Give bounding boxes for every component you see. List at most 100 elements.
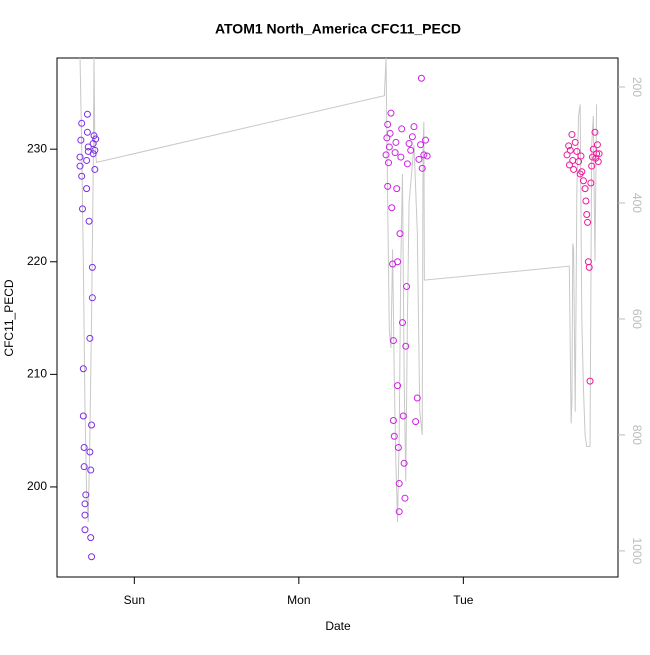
point (391, 149, 399, 157)
point (385, 143, 393, 151)
point (413, 394, 421, 402)
point (408, 133, 416, 141)
point (594, 158, 602, 166)
point (591, 128, 599, 136)
point (79, 365, 87, 373)
point (78, 172, 86, 180)
point (389, 417, 397, 425)
point (565, 142, 573, 150)
point (384, 120, 392, 128)
point (584, 218, 592, 226)
point (410, 123, 418, 131)
x-axis-label: Date (325, 619, 351, 633)
point (382, 151, 390, 159)
point (417, 141, 425, 149)
point (589, 153, 596, 161)
point (579, 177, 587, 185)
point (397, 153, 405, 161)
point (80, 463, 88, 471)
point (80, 444, 88, 452)
point (387, 109, 395, 117)
point (78, 119, 86, 127)
point (76, 153, 84, 161)
point (384, 182, 392, 190)
y-tick-label: 210 (27, 367, 47, 381)
point (577, 152, 585, 160)
point (91, 146, 99, 154)
point (395, 508, 403, 516)
point (88, 421, 96, 429)
y2-tick-label: 800 (630, 425, 644, 445)
plot-frame (56, 57, 619, 578)
y2-tick-label: 1000 (630, 538, 644, 565)
point (398, 319, 406, 327)
point (565, 161, 573, 169)
point (407, 146, 415, 154)
point (586, 377, 594, 385)
point (595, 150, 603, 158)
point (403, 283, 411, 291)
point (417, 74, 425, 82)
point (90, 132, 98, 140)
point (399, 412, 407, 420)
y-tick-label: 220 (27, 254, 47, 268)
point (566, 146, 574, 154)
point (388, 204, 396, 212)
point (85, 217, 93, 225)
point (418, 164, 426, 172)
point (405, 140, 413, 148)
point (403, 160, 411, 168)
y-tick-label: 200 (27, 479, 47, 493)
point (83, 156, 91, 164)
y-tick-label: 230 (27, 141, 47, 155)
x-tick-label: Tue (453, 593, 474, 607)
point (584, 258, 592, 266)
point (386, 129, 394, 137)
point (402, 342, 410, 350)
point (81, 511, 89, 519)
point (593, 150, 601, 158)
point (87, 534, 95, 542)
point (83, 128, 91, 136)
point (396, 230, 404, 238)
pressure-line (79, 58, 598, 522)
point (585, 263, 593, 271)
point (412, 418, 420, 426)
plot-area (76, 58, 603, 561)
point (84, 143, 92, 151)
point (573, 147, 581, 155)
point (578, 168, 586, 176)
point (571, 138, 579, 146)
point (91, 165, 99, 173)
point (589, 145, 597, 153)
point (76, 162, 84, 170)
point (394, 258, 402, 266)
y-axis-label: CFC11_PECD (2, 279, 16, 356)
point (587, 179, 595, 187)
point (77, 136, 85, 144)
point (401, 494, 409, 502)
point (81, 500, 89, 508)
x-tick-label: Mon (287, 593, 310, 607)
point (593, 141, 601, 149)
point (423, 152, 431, 160)
point (385, 159, 392, 167)
point (582, 197, 590, 205)
point (415, 155, 423, 163)
point (422, 136, 430, 144)
point (563, 151, 571, 159)
point (83, 185, 91, 193)
point (389, 337, 397, 345)
y2-tick-label: 200 (630, 77, 644, 97)
point (88, 263, 96, 271)
point (81, 526, 89, 534)
point (88, 553, 96, 561)
y2-tick-label: 400 (630, 193, 644, 213)
point (568, 131, 576, 139)
point (383, 134, 391, 142)
point (575, 158, 583, 166)
point (83, 110, 91, 118)
point (82, 491, 90, 499)
y2-tick-label: 600 (630, 309, 644, 329)
